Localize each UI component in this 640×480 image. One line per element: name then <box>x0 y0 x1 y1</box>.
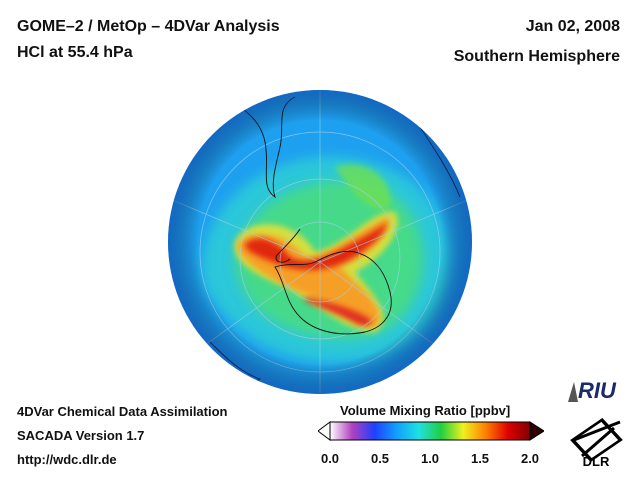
colorbar-tick-label: 1.5 <box>470 451 490 466</box>
globe-map <box>168 90 472 394</box>
colorbar-tick-label: 2.0 <box>520 451 540 466</box>
map-date: Jan 02, 2008 <box>525 18 620 35</box>
dlr-logo: DLR <box>570 418 623 468</box>
info-line-version: SACADA Version 1.7 <box>17 428 145 443</box>
map-subtitle: HCl at 55.4 hPa <box>17 44 133 61</box>
colorbar-tick-label: 0.0 <box>320 451 340 466</box>
colorbar <box>318 421 544 441</box>
colorbar-title: Volume Mixing Ratio [ppbv] <box>340 403 511 418</box>
info-line-assimilation: 4DVar Chemical Data Assimilation <box>17 404 228 419</box>
info-link-url[interactable]: http://wdc.dlr.de <box>17 452 117 467</box>
hemisphere-label: Southern Hemisphere <box>453 48 620 65</box>
colorbar-under-arrow <box>318 421 331 441</box>
colorbar-tick-label: 1.0 <box>420 451 440 466</box>
colorbar-over-arrow <box>529 421 544 441</box>
svg-text:DLR: DLR <box>583 454 610 468</box>
colorbar-gradient <box>329 421 531 441</box>
riu-logo: RIU <box>568 378 617 403</box>
svg-text:RIU: RIU <box>578 378 617 403</box>
colorbar-tick-label: 0.5 <box>370 451 390 466</box>
map-title: GOME–2 / MetOp – 4DVar Analysis <box>17 18 280 35</box>
